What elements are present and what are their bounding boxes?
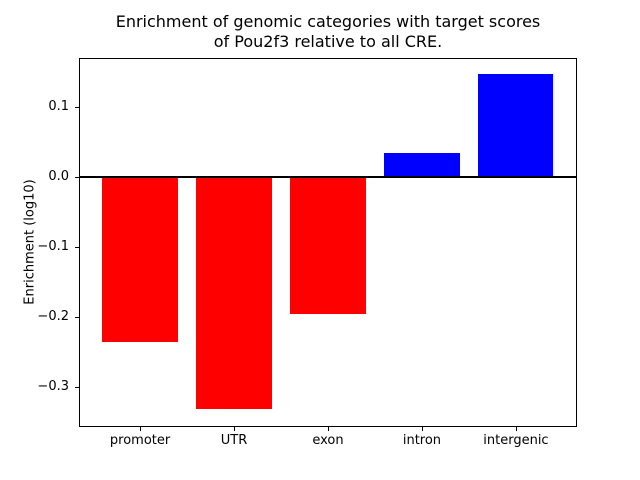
x-tick [421, 427, 423, 431]
y-tick [75, 107, 79, 108]
x-tick-label: intergenic [483, 433, 549, 448]
y-tick-label: −0.2 [37, 309, 69, 325]
x-tick [234, 427, 236, 431]
y-tick-label: −0.1 [37, 239, 69, 255]
bar-exon [290, 177, 366, 315]
chart-title: Enrichment of genomic categories with ta… [115, 12, 541, 51]
x-tick-label: exon [312, 433, 344, 448]
x-tick-label: UTR [220, 433, 248, 448]
zero-line [79, 176, 577, 179]
bar-UTR [196, 177, 272, 409]
y-tick [75, 317, 79, 319]
y-tick-label: −0.3 [37, 379, 69, 395]
x-tick-label: intron [402, 433, 442, 448]
y-tick-label: 0.0 [48, 169, 69, 185]
bar-intergenic [478, 74, 554, 178]
y-tick [75, 177, 79, 179]
x-tick [140, 427, 142, 431]
bar-intron [384, 153, 460, 178]
x-tick-label: promoter [109, 433, 171, 448]
y-tick [75, 247, 79, 249]
bar-promoter [102, 177, 178, 343]
y-tick-label: 0.1 [48, 99, 69, 114]
y-tick [75, 387, 79, 389]
x-tick [328, 427, 329, 431]
x-tick [515, 427, 517, 431]
